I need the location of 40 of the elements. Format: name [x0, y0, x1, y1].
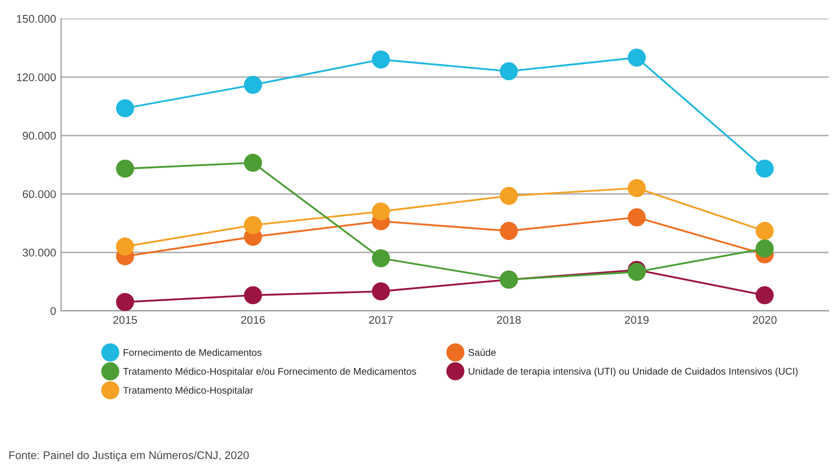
point — [628, 208, 646, 226]
point — [372, 249, 390, 268]
point — [116, 99, 134, 118]
point — [756, 239, 774, 258]
x-tick-label: 2019 — [624, 316, 649, 324]
legend-label: Saúde — [468, 348, 496, 356]
point — [372, 202, 390, 221]
legend-label: Tratamento Médico-Hospitalar e/ou Fornecimento de Medicamentos — [123, 368, 416, 377]
point — [500, 186, 518, 205]
source-note: Fonte: Painel do Justiça em Números/CNJ, 2020 — [9, 450, 249, 462]
y-tick-label: 120.000 — [16, 73, 56, 82]
point — [244, 216, 262, 234]
x-tick-label: 2018 — [497, 316, 521, 324]
y-tick-label: 60.000 — [22, 190, 56, 198]
x-tick-label: 2015 — [113, 316, 137, 324]
point — [628, 179, 646, 198]
x-tick-label: 2020 — [752, 316, 777, 324]
legend-label: Fornecimento de Medicamentos — [124, 348, 262, 356]
x-tick-label: 2017 — [369, 316, 393, 324]
point — [244, 154, 262, 172]
point — [116, 160, 134, 178]
point — [756, 286, 774, 304]
legend-label: Unidade de terapia intensiva (UTI) ou Unidade de Cuidados Intensivos (UCI) — [468, 368, 798, 377]
point — [500, 62, 518, 80]
y-tick-label: 0 — [50, 307, 56, 315]
point — [628, 48, 646, 67]
y-tick-label: 150.000 — [16, 14, 56, 23]
point — [116, 293, 134, 311]
point — [372, 50, 390, 69]
y-tick-label: 90.000 — [22, 132, 56, 140]
point — [500, 222, 518, 240]
point — [116, 238, 134, 256]
point — [756, 222, 774, 240]
point — [372, 282, 390, 300]
point — [244, 76, 262, 94]
y-tick-label: 30.000 — [22, 248, 56, 257]
x-tick-label: 2016 — [241, 316, 265, 324]
point — [756, 160, 774, 178]
point — [244, 286, 262, 304]
legend-label: Tratamento Médico-Hospitalar — [123, 386, 254, 396]
